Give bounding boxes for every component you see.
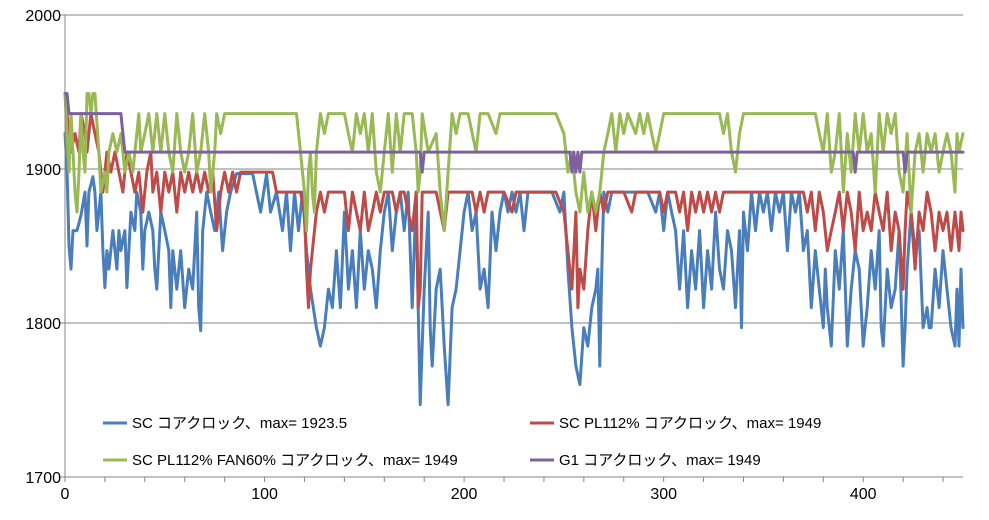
x-tick-label-100: 100 [251,486,278,503]
legend-label-1: SC コアクロック、max= 1923.5 [132,415,347,432]
legend-label-3: SC PL112% FAN60% コアクロック、max= 1949 [132,452,458,469]
x-tick-label-400: 400 [850,486,877,503]
legend: SC コアクロック、max= 1923.5 SC PL112% コアクロック、ma… [103,415,821,469]
series-line-3 [63,92,965,233]
y-tick-label-1700: 1700 [25,470,61,487]
y-tick-label-1900: 1900 [25,162,61,179]
legend-label-4: G1 コアクロック、max= 1949 [559,452,761,469]
series-line-1 [63,132,965,407]
series-line-2 [63,92,965,310]
y-axis-ticks: 1700 1800 1900 2000 [25,8,65,487]
series-line-4 [63,92,965,174]
x-tick-label-200: 200 [451,486,478,503]
x-axis-ticks: 0 100 200 300 400 [61,477,944,503]
x-tick-label-300: 300 [650,486,677,503]
series-lines [63,92,965,407]
y-tick-label-1800: 1800 [25,316,61,333]
gridlines [65,14,963,324]
legend-label-2: SC PL112% コアクロック、max= 1949 [559,415,821,432]
axes [64,15,963,478]
y-tick-label-2000: 2000 [25,8,61,25]
x-tick-label-0: 0 [61,486,70,503]
